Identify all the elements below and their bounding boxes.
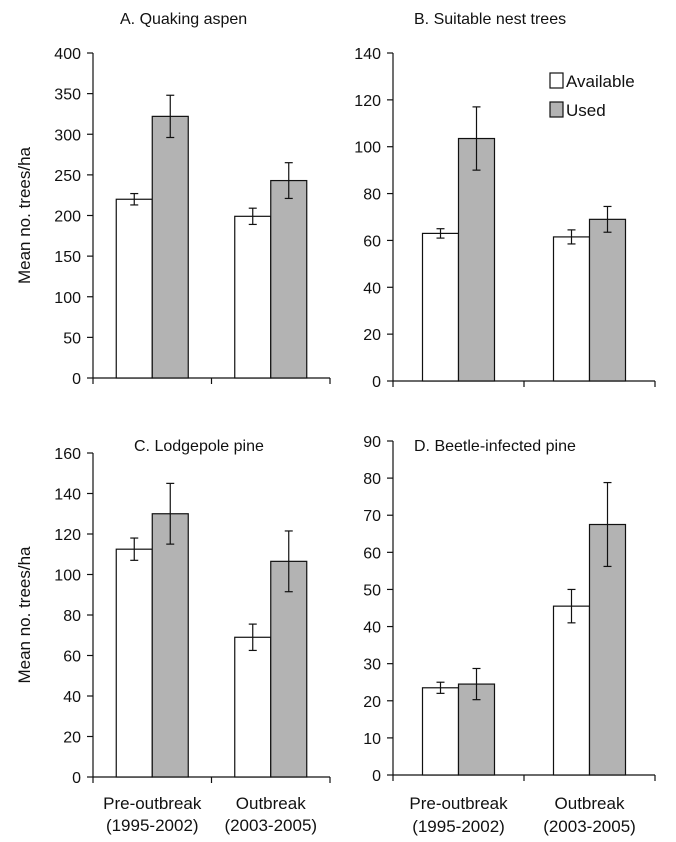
- chart-title: B. Suitable nest trees: [414, 11, 566, 28]
- y-tick-label: 30: [363, 657, 381, 674]
- x-category-label-line2: (2003-2005): [224, 816, 317, 835]
- y-tick-label: 400: [54, 46, 81, 63]
- chart-panel-c: C. Lodgepole pine 0 20 40 60 80 100 120 140 160 Me…: [15, 438, 331, 787]
- y-tick-label: 120: [54, 527, 81, 544]
- chart-title: A. Quaking aspen: [120, 11, 247, 28]
- bar-available: [421, 232, 460, 382]
- chart-title: D. Beetle-infected pine: [414, 438, 576, 455]
- x-category-label: Outbreak (2003-2005): [224, 794, 317, 835]
- y-tick-label: 20: [363, 327, 381, 344]
- x-category-label: Outbreak (2003-2005): [543, 794, 636, 836]
- x-category-label: Pre-outbreak (1995-2002): [409, 794, 508, 836]
- y-tick-label: 60: [363, 233, 381, 250]
- y-tick-label: 80: [363, 471, 381, 488]
- y-tick-label: 80: [63, 608, 81, 625]
- y-tick-label: 100: [54, 290, 81, 307]
- y-tick-label: 20: [63, 730, 81, 747]
- legend-swatch-used: [549, 101, 564, 118]
- y-axis-label: Mean no. trees/ha: [15, 546, 34, 684]
- y-tick-label: 20: [363, 694, 381, 711]
- y-tick-label: 50: [363, 582, 381, 599]
- chart-panels: A. Quaking aspen050100150200250300350400…: [15, 11, 656, 836]
- chart-title: C. Lodgepole pine: [134, 438, 264, 455]
- y-tick-label: 0: [72, 371, 81, 388]
- y-tick-label: 250: [54, 168, 81, 185]
- legend-label-used: Used: [566, 101, 606, 120]
- bar-available: [115, 198, 153, 379]
- y-tick-label: 0: [72, 770, 81, 787]
- bar-available: [234, 636, 272, 778]
- x-category-label-line2: (2003-2005): [543, 817, 636, 836]
- y-tick-label: 90: [363, 434, 381, 451]
- bar-available: [234, 215, 272, 379]
- x-category-label-line1: Outbreak: [555, 794, 625, 813]
- bar-available: [552, 605, 591, 776]
- x-category-label-line1: Pre-outbreak: [103, 794, 202, 813]
- bar-used: [270, 560, 308, 778]
- y-tick-label: 160: [54, 446, 81, 463]
- x-category-label-line2: (1995-2002): [412, 817, 505, 836]
- y-tick-label: 100: [54, 568, 81, 585]
- y-tick-label: 50: [63, 330, 81, 347]
- x-category-label-line1: Outbreak: [236, 794, 306, 813]
- y-tick-label: 40: [363, 620, 381, 637]
- x-category-label-line1: Pre-outbreak: [409, 794, 508, 813]
- y-tick-label: 300: [54, 127, 81, 144]
- chart-panel-b: B. Suitable nest trees 0 20 40 60 80 100 120 140…: [354, 11, 656, 391]
- y-tick-label: 10: [363, 731, 381, 748]
- y-tick-label: 60: [63, 649, 81, 666]
- bar-used: [151, 115, 189, 379]
- bar-available: [421, 687, 460, 776]
- y-tick-label: 60: [363, 545, 381, 562]
- y-tick-label: 70: [363, 508, 381, 525]
- y-tick-label: 140: [354, 46, 381, 63]
- y-tick-label: 150: [54, 249, 81, 266]
- chart-panel-d: D. Beetle-infected pine 0 10 20 30 40 50 60 70 80…: [363, 434, 656, 785]
- bar-used: [151, 513, 189, 778]
- legend-swatch-available: [549, 72, 564, 89]
- chart-panel-a: A. Quaking aspen 0 50 100 150 200 250 300 350 400…: [15, 11, 331, 388]
- y-tick-label: 200: [54, 209, 81, 226]
- y-tick-label: 0: [372, 768, 381, 785]
- x-category-label-line2: (1995-2002): [106, 816, 199, 835]
- bar-available: [115, 548, 153, 778]
- bar-used: [270, 179, 308, 379]
- bar-used: [588, 218, 627, 382]
- y-tick-label: 140: [54, 487, 81, 504]
- y-tick-label: 350: [54, 87, 81, 104]
- y-tick-label: 0: [372, 374, 381, 391]
- y-tick-label: 100: [354, 140, 381, 157]
- y-tick-label: 40: [63, 689, 81, 706]
- bar-used: [457, 137, 496, 382]
- y-axis-label: Mean no. trees/ha: [15, 146, 34, 284]
- y-tick-label: 80: [363, 187, 381, 204]
- x-category-label: Pre-outbreak (1995-2002): [103, 794, 202, 835]
- y-tick-label: 120: [354, 93, 381, 110]
- y-tick-label: 40: [363, 280, 381, 297]
- bar-available: [552, 236, 591, 382]
- legend-label-available: Available: [566, 72, 635, 91]
